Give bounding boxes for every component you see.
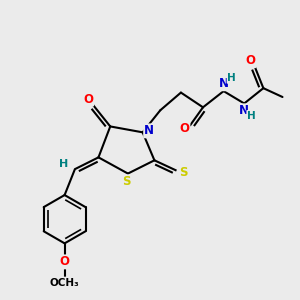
Text: H: H (247, 111, 256, 121)
Text: O: O (83, 93, 93, 106)
Text: H: H (227, 73, 236, 83)
Text: O: O (245, 54, 255, 67)
Text: N: N (219, 77, 229, 90)
Text: OCH₃: OCH₃ (50, 278, 80, 287)
Text: S: S (122, 175, 131, 188)
Text: O: O (179, 122, 190, 135)
Text: O: O (60, 255, 70, 268)
Text: N: N (144, 124, 154, 137)
Text: N: N (239, 104, 249, 117)
Text: S: S (180, 166, 188, 178)
Text: H: H (59, 159, 68, 169)
